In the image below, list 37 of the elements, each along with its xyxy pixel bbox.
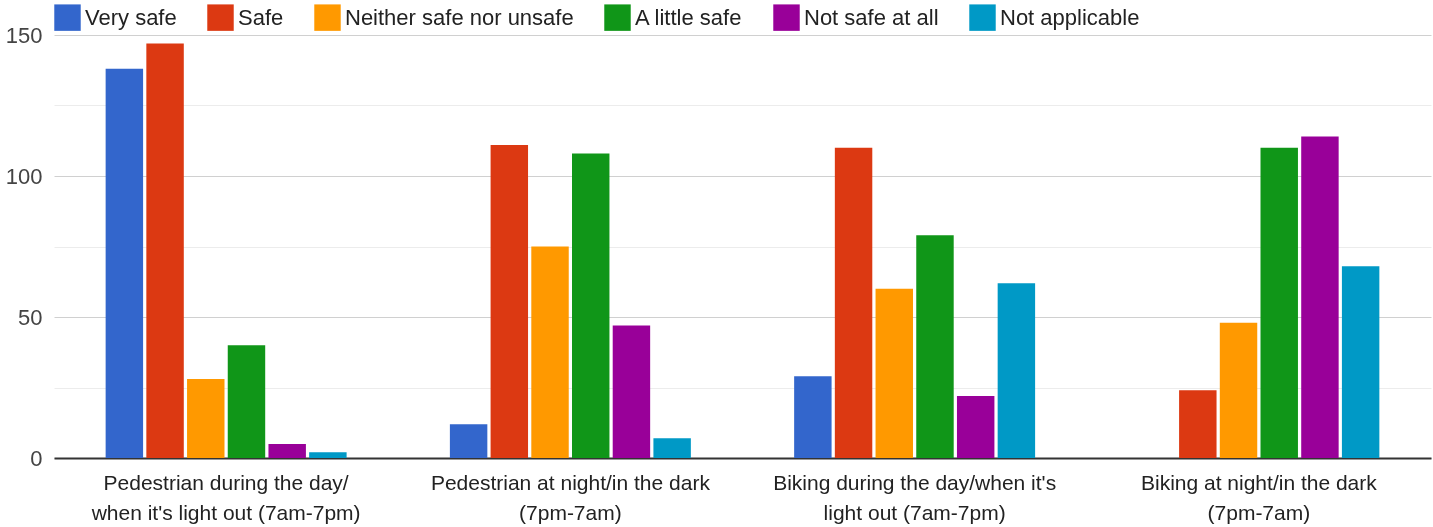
y-tick-label: 100 xyxy=(5,163,43,189)
bar xyxy=(490,144,529,458)
bar xyxy=(572,153,610,458)
bar xyxy=(449,424,488,458)
legend-label: Not applicable xyxy=(1000,4,1140,30)
bar xyxy=(146,43,184,458)
bar xyxy=(997,283,1036,458)
bar xyxy=(227,345,266,458)
bar xyxy=(794,376,832,458)
bar xyxy=(1301,136,1339,458)
bar xyxy=(956,395,995,458)
bar xyxy=(653,438,691,458)
legend-label: A little safe xyxy=(635,4,742,30)
bar xyxy=(309,452,347,458)
bar xyxy=(1219,322,1258,458)
y-tick-label: 150 xyxy=(5,22,43,48)
bar xyxy=(834,147,873,458)
bar xyxy=(875,288,913,458)
bar xyxy=(105,68,144,458)
legend-label: Very safe xyxy=(85,4,177,30)
bar xyxy=(187,379,225,458)
x-tick-label: Biking at night/in the dark (7pm-7am) xyxy=(1140,470,1378,524)
legend-label: Safe xyxy=(238,4,284,30)
bar xyxy=(1341,266,1380,458)
bar xyxy=(268,443,306,458)
y-tick-label: 50 xyxy=(18,304,43,330)
bar xyxy=(916,235,954,458)
bar xyxy=(612,325,651,458)
legend-label: Not safe at all xyxy=(804,4,939,30)
x-tick-label: Biking during the day/when it's light out (7am-7pm) xyxy=(773,470,1057,524)
bar xyxy=(1260,147,1298,458)
bar xyxy=(531,246,569,458)
y-tick-label: 0 xyxy=(30,445,43,471)
x-tick-label: Pedestrian at night/in the dark (7pm-7am) xyxy=(430,470,711,524)
x-tick-label: Pedestrian during the day/ when it's light out (7am-7pm) xyxy=(90,470,361,524)
bar xyxy=(1179,390,1217,458)
legend-label: Neither safe nor unsafe xyxy=(345,4,574,30)
